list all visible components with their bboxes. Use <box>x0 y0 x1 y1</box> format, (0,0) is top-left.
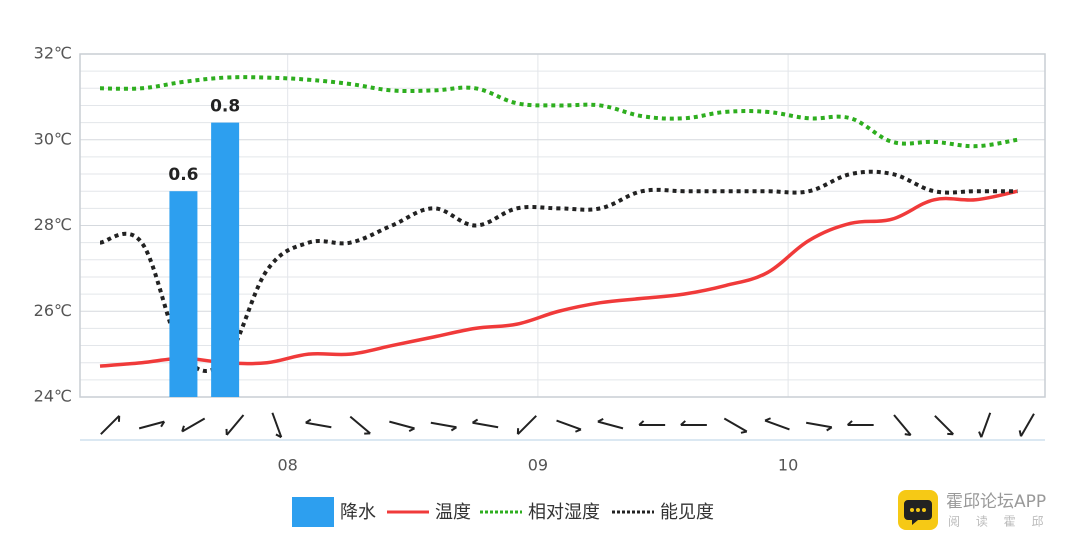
bar <box>211 122 240 397</box>
wind-shaft <box>597 420 624 430</box>
legend-label: 降水 <box>340 502 376 523</box>
wind-arrow <box>805 421 833 432</box>
wind-barb <box>575 428 582 433</box>
line <box>99 169 1018 373</box>
y-tick-label: 30℃ <box>34 129 72 148</box>
wind-arrow <box>1018 413 1035 437</box>
bar-label: 0.6 <box>168 165 198 185</box>
legend-item: 温度 <box>387 502 471 523</box>
y-tick-label: 28℃ <box>34 215 72 234</box>
wind-barb <box>450 426 457 432</box>
wind-shaft <box>349 415 371 435</box>
logo-dot <box>916 508 920 512</box>
wind-shaft <box>764 419 790 431</box>
wind-shaft <box>723 417 748 433</box>
wind-barb <box>160 421 166 428</box>
wind-barb <box>826 426 833 432</box>
wind-arrow <box>472 418 499 429</box>
wind-arrow <box>305 418 332 429</box>
wind-barb <box>638 420 645 426</box>
wind-arrow <box>225 414 245 436</box>
wind-arrow <box>430 421 457 432</box>
x-tick-label: 10 <box>778 456 798 475</box>
watermark-subtitle: 阅 读 霍 邱 <box>948 515 1049 529</box>
wind-barb <box>846 420 853 426</box>
wind-arrow <box>389 420 415 433</box>
legend-swatch <box>292 497 334 527</box>
legend-item: 降水 <box>292 497 376 527</box>
wind-arrow <box>516 415 537 435</box>
wind-barb <box>978 431 983 438</box>
legend-item: 相对湿度 <box>480 502 600 523</box>
x-tick-label: 09 <box>528 456 548 475</box>
legend-label: 能见度 <box>660 502 714 523</box>
wind-shaft <box>226 414 245 436</box>
wind-arrow <box>723 417 748 434</box>
wind-shaft <box>271 412 283 438</box>
legend-label: 温度 <box>435 502 471 523</box>
wind-arrow <box>100 415 121 435</box>
y-tick-label: 32℃ <box>34 44 72 63</box>
wind-arrow <box>271 412 283 439</box>
wind-shaft <box>305 421 332 429</box>
line <box>99 189 1018 368</box>
wind-barb <box>904 433 911 436</box>
wind-arrow <box>349 415 371 435</box>
wind-arrow <box>680 420 707 426</box>
x-tick-label: 08 <box>277 456 297 475</box>
wind-barb <box>408 427 415 433</box>
watermark-title: 霍邱论坛APP <box>946 492 1046 512</box>
logo-icon <box>904 500 932 525</box>
wind-shaft <box>100 415 120 435</box>
wind-arrow <box>934 415 954 436</box>
wind-arrow <box>764 417 790 431</box>
logo-dot <box>910 508 914 512</box>
wind-shaft <box>556 419 582 431</box>
wind-shaft <box>430 421 457 429</box>
wind-shaft <box>1020 413 1035 437</box>
wind-barb <box>1018 430 1022 437</box>
wind-arrow <box>138 420 166 430</box>
wind-shaft <box>472 421 499 429</box>
wind-arrow <box>893 414 912 436</box>
wind-arrow <box>978 412 992 438</box>
wind-shaft <box>893 414 912 436</box>
wind-barb <box>472 418 479 424</box>
wind-barb <box>275 433 282 439</box>
y-tick-label: 26℃ <box>34 301 72 320</box>
legend-label: 相对湿度 <box>528 502 600 523</box>
wind-shaft <box>389 420 415 430</box>
wind-arrow <box>846 420 874 426</box>
wind-arrow <box>556 419 582 433</box>
plot-frame <box>79 53 1046 398</box>
wind-shaft <box>181 417 206 433</box>
logo-dot <box>922 508 926 512</box>
wind-barb <box>764 417 771 422</box>
bar-label: 0.8 <box>210 97 240 117</box>
bar <box>169 191 198 397</box>
wind-shaft <box>517 415 537 435</box>
line <box>100 75 1018 149</box>
legend-item: 能见度 <box>612 502 714 523</box>
wind-arrow <box>597 417 624 430</box>
wind-shaft <box>980 412 992 438</box>
wind-barb <box>181 425 185 432</box>
wind-barb <box>597 417 604 423</box>
wind-barb <box>740 430 748 434</box>
wind-barb <box>305 418 312 424</box>
watermark: 霍邱论坛APP 阅 读 霍 邱 <box>898 490 1049 530</box>
wind-barb <box>680 420 686 426</box>
wind-shaft <box>805 421 832 429</box>
wind-arrow <box>181 417 206 433</box>
wind-shaft <box>138 420 165 430</box>
wind-arrow <box>638 420 666 426</box>
y-tick-label: 24℃ <box>34 387 72 406</box>
wind-shaft <box>934 415 954 435</box>
